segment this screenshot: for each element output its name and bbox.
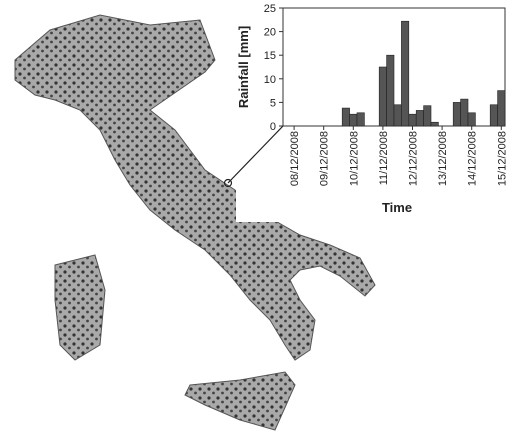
bar (379, 67, 386, 126)
y-tick-label: 5 (270, 97, 276, 109)
bar (453, 102, 460, 126)
bar (394, 105, 401, 126)
sardinia (55, 255, 105, 360)
y-axis-label: Rainfall [mm] (236, 26, 251, 108)
x-tick-label: 08/12/2008 (289, 131, 301, 186)
bar (461, 99, 468, 126)
y-tick-label: 10 (264, 74, 276, 86)
x-tick-label: 09/12/2008 (319, 131, 331, 186)
x-tick-label: 12/12/2008 (408, 131, 420, 186)
bar (416, 110, 423, 126)
bar (401, 21, 408, 126)
bar (490, 105, 497, 126)
x-tick-label: 15/12/2008 (496, 131, 508, 186)
bar (350, 114, 357, 126)
bar (387, 55, 394, 126)
y-tick-label: 20 (264, 27, 276, 39)
bar (424, 106, 431, 126)
y-tick-label: 15 (264, 50, 276, 62)
bar (357, 113, 364, 126)
inset-chart: 0 5 10 15 20 25 08/12/2008 09/12/2008 10/12/2008… (264, 3, 509, 186)
sicily (185, 372, 295, 430)
y-tick-label: 0 (270, 121, 276, 133)
bar (409, 114, 416, 126)
bar (468, 113, 475, 126)
bar (431, 122, 438, 126)
figure: Rainfall [mm] Time 051015202508/12/20080… (0, 0, 512, 442)
bar (498, 91, 505, 126)
x-tick-label: 14/12/2008 (467, 131, 479, 186)
y-tick-label: 25 (264, 3, 276, 15)
x-axis-label: Time (382, 200, 412, 215)
x-tick-label: 10/12/2008 (348, 131, 360, 186)
x-tick-label: 11/12/2008 (378, 131, 390, 185)
x-tick-label: 13/12/2008 (437, 131, 449, 186)
bar (342, 108, 349, 126)
